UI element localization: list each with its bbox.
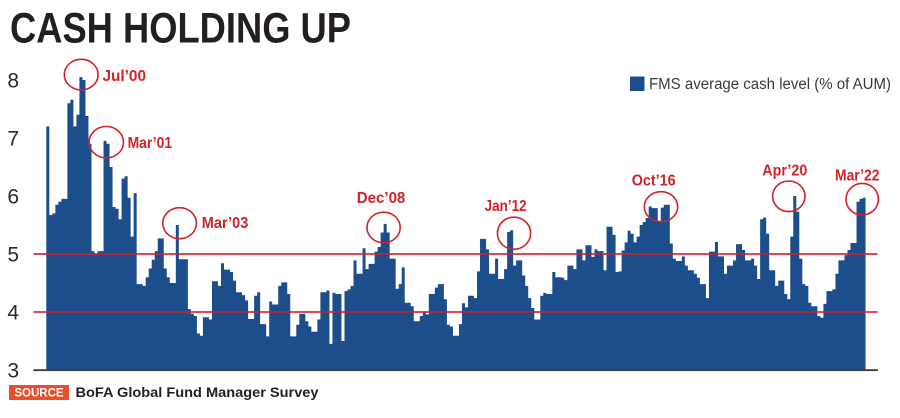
svg-text:Mar’01: Mar’01 xyxy=(128,135,173,152)
svg-text:8: 8 xyxy=(7,70,19,93)
svg-text:Mar’03: Mar’03 xyxy=(202,215,249,232)
svg-text:6: 6 xyxy=(7,186,19,209)
svg-text:3: 3 xyxy=(7,360,19,383)
svg-text:4: 4 xyxy=(7,302,19,325)
svg-text:Jul’00: Jul’00 xyxy=(103,68,147,85)
svg-text:FMS average cash level (% of A: FMS average cash level (% of AUM) xyxy=(649,76,891,93)
svg-text:Oct’16: Oct’16 xyxy=(632,173,676,190)
svg-text:BoFA Global Fund Manager Surve: BoFA Global Fund Manager Survey xyxy=(76,385,320,400)
svg-text:SOURCE: SOURCE xyxy=(14,388,64,400)
svg-text:5: 5 xyxy=(7,244,19,267)
svg-text:Mar’22: Mar’22 xyxy=(835,168,880,185)
svg-text:7: 7 xyxy=(7,128,19,151)
svg-text:CASH HOLDING UP: CASH HOLDING UP xyxy=(10,6,351,53)
svg-text:Dec’08: Dec’08 xyxy=(357,190,406,207)
svg-text:Jan’12: Jan’12 xyxy=(485,198,527,215)
svg-text:Apr’20: Apr’20 xyxy=(762,163,807,180)
